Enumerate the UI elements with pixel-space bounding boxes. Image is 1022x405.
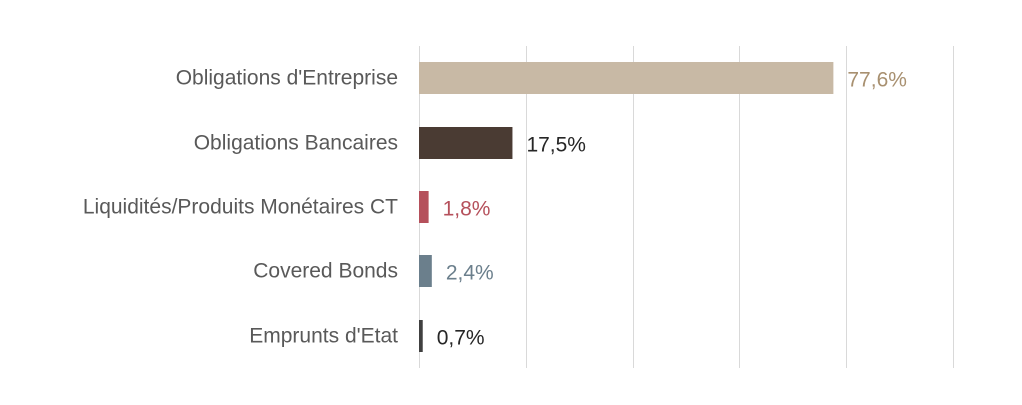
category-label: Covered Bonds [253,260,398,283]
value-label: 77,6% [847,69,907,92]
gridlines [419,46,954,368]
category-label: Obligations d'Entreprise [176,67,398,90]
value-label: 1,8% [443,198,491,221]
bars [419,62,834,352]
value-labels: 77,6% 17,5% 1,8% 2,4% 0,7% [437,69,907,350]
bar [419,191,429,223]
value-label: 0,7% [437,327,485,350]
value-label: 2,4% [446,262,494,285]
bar [419,62,834,94]
bar [419,320,423,352]
category-label: Liquidités/Produits Monétaires CT [83,196,398,219]
bar [419,255,432,287]
bar [419,127,513,159]
category-label: Obligations Bancaires [194,132,398,155]
value-label: 17,5% [526,134,586,157]
category-labels: Obligations d'Entreprise Obligations Banc… [83,67,398,348]
category-label: Emprunts d'Etat [249,325,398,348]
